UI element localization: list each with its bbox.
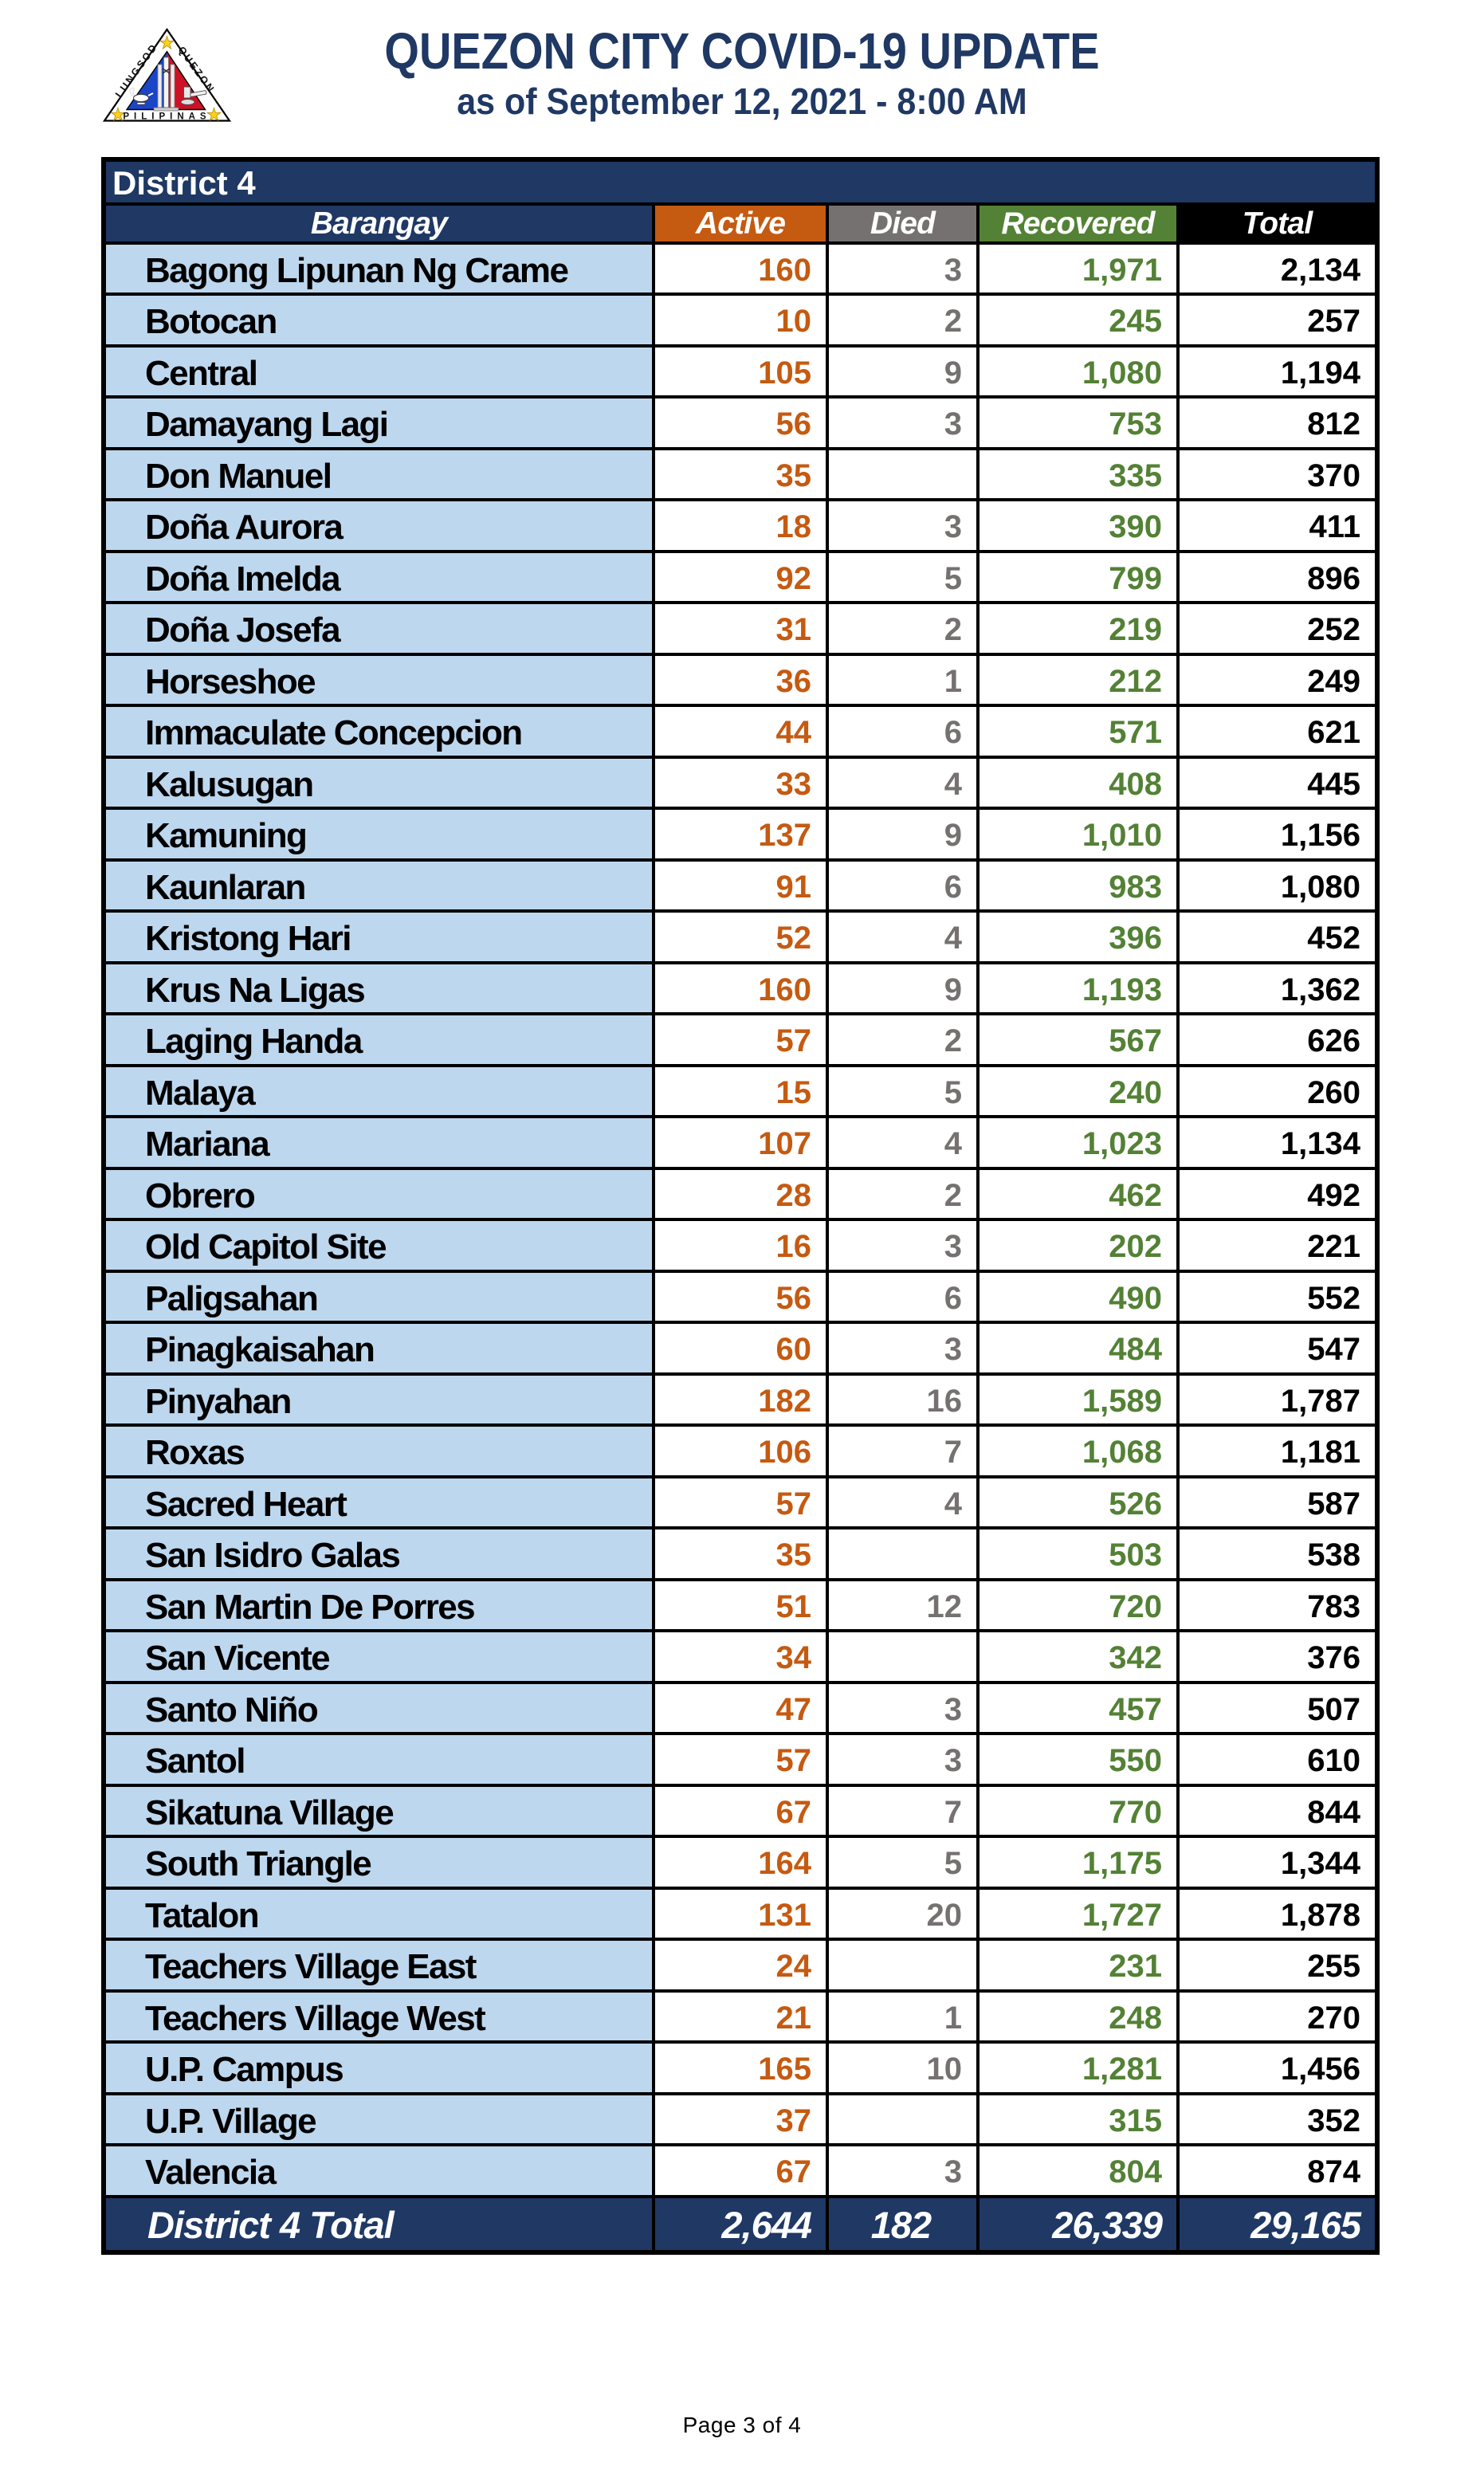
svg-text:PILIPINAS: PILIPINAS: [123, 112, 210, 122]
